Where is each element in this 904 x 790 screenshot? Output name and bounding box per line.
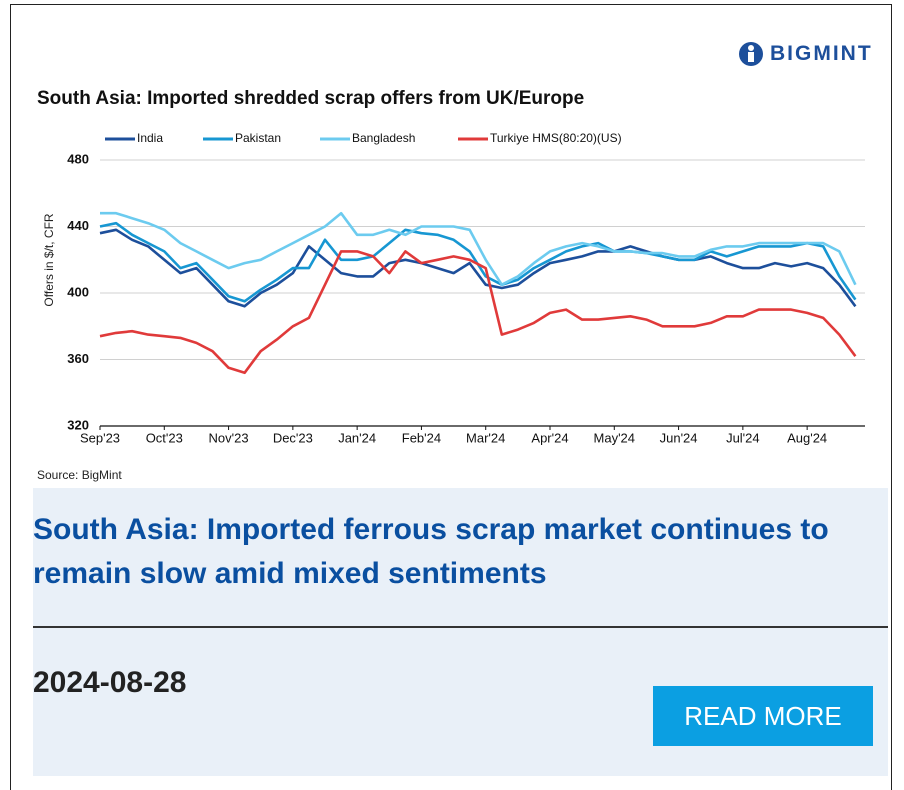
x-tick-label: Jun'24 bbox=[660, 430, 698, 445]
y-tick-label: 400 bbox=[67, 284, 89, 299]
x-tick-label: Mar'24 bbox=[466, 430, 505, 445]
card bbox=[10, 4, 892, 790]
x-tick-label: Feb'24 bbox=[402, 430, 441, 445]
series-line bbox=[99, 250, 857, 375]
series-line bbox=[99, 228, 857, 308]
brand: BIGMINT bbox=[770, 42, 873, 65]
x-tick-label: Jul'24 bbox=[726, 430, 760, 445]
brand-icon bbox=[739, 42, 763, 66]
y-tick-label: 320 bbox=[67, 417, 89, 432]
divider bbox=[33, 626, 888, 628]
article-panel: South Asia: Imported ferrous scrap marke… bbox=[33, 488, 888, 776]
chart: South Asia: Imported shredded scrap offe… bbox=[37, 88, 865, 482]
series-line bbox=[100, 211, 857, 286]
x-tick-label: Sep'23 bbox=[80, 430, 120, 445]
legend-label: Bangladesh bbox=[352, 131, 415, 145]
headline[interactable]: South Asia: Imported ferrous scrap marke… bbox=[33, 513, 829, 590]
x-tick-label: Jan'24 bbox=[338, 430, 376, 445]
source: Source: BigMint bbox=[37, 468, 122, 482]
x-tick-label: Nov'23 bbox=[209, 430, 249, 445]
legend-label: Turkiye HMS(80:20)(US) bbox=[490, 131, 622, 145]
legend-label: India bbox=[137, 131, 163, 145]
legend-label: Pakistan bbox=[235, 131, 281, 145]
y-tick-label: 480 bbox=[67, 151, 89, 166]
x-tick-label: Dec'23 bbox=[273, 430, 313, 445]
y-tick-label: 360 bbox=[67, 351, 89, 366]
chart-title: South Asia: Imported shredded scrap offe… bbox=[37, 88, 584, 109]
read-more-button[interactable]: READ MORE bbox=[653, 686, 873, 746]
x-tick-label: Aug'24 bbox=[787, 430, 827, 445]
series-line bbox=[99, 221, 857, 303]
x-tick-label: Oct'23 bbox=[146, 430, 183, 445]
y-axis-label: Offers in $/t, CFR bbox=[42, 213, 56, 306]
y-tick-label: 440 bbox=[67, 218, 89, 233]
x-tick-label: Apr'24 bbox=[531, 430, 568, 445]
date: 2024-08-28 bbox=[33, 666, 187, 699]
x-tick-label: May'24 bbox=[594, 430, 636, 445]
